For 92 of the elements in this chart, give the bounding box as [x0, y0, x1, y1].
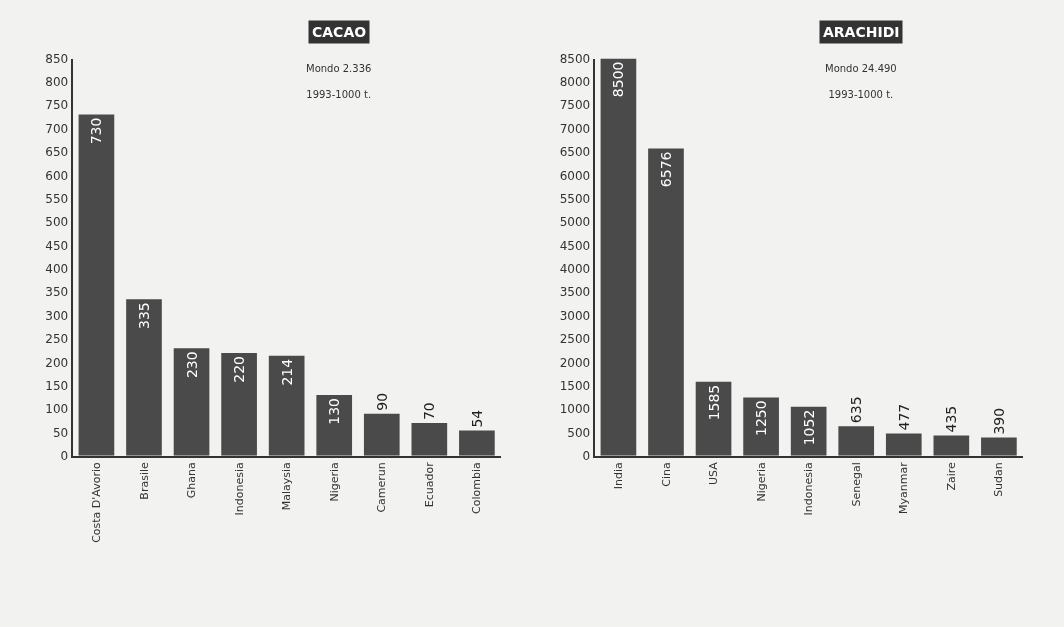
bar [411, 423, 448, 456]
bar [838, 426, 875, 456]
text: Mondo 2.336 1993-1000 t. [306, 63, 372, 100]
x-tick-label: Nigeria [327, 462, 341, 502]
bar [268, 355, 305, 456]
bar [221, 352, 257, 456]
bar [459, 430, 495, 456]
x-tick-label: Costa D'Avorio [89, 461, 103, 543]
y-tick-label: 7000 [559, 121, 591, 136]
x-tick-label: Zaire [944, 462, 958, 491]
x-tick-label: Colombia [470, 462, 484, 514]
y-tick-label: 600 [45, 168, 69, 183]
y-tick-label: 150 [45, 378, 69, 393]
y-tick-label: 800 [45, 75, 69, 90]
x-tick-label: Malaysia [280, 462, 294, 511]
x-tick-label: Ecuador [422, 461, 436, 508]
bar [316, 395, 353, 456]
x-tick-label: Brasile [137, 461, 151, 500]
data-label: 635 [848, 396, 865, 424]
y-tick-label: 500 [567, 425, 591, 440]
data-label: 1052 [800, 409, 817, 446]
y-tick-label: 7500 [559, 98, 591, 113]
y-tick-label: 750 [45, 98, 69, 113]
text: Mondo 24.490 1993-1000 t. [825, 63, 897, 100]
data-label: 230 [183, 351, 200, 379]
bar [648, 148, 684, 456]
y-tick-label: 5500 [559, 191, 591, 206]
y-tick-label: 700 [45, 121, 69, 136]
x-tick-label: Indonesia [802, 462, 816, 516]
bar [743, 397, 779, 456]
y-tick-label: 0 [582, 449, 591, 464]
bar [981, 437, 1017, 456]
data-label: 730 [88, 117, 105, 145]
data-label: 130 [326, 398, 343, 425]
data-label: 390 [990, 407, 1007, 435]
y-tick-label: 3000 [559, 308, 591, 323]
data-label: 435 [943, 405, 960, 433]
y-tick-label: 1500 [559, 378, 591, 393]
x-tick-label: Cina [659, 462, 673, 487]
y-tick-label: 300 [45, 308, 69, 323]
bar [885, 433, 922, 456]
y-tick-label: 4000 [559, 262, 591, 277]
data-label: 90 [373, 392, 390, 411]
data-label: 70 [421, 402, 438, 421]
bar [173, 348, 210, 456]
y-tick-label: 650 [45, 145, 69, 160]
data-label: 335 [135, 302, 152, 329]
data-label: 214 [278, 358, 295, 386]
y-tick-label: 250 [45, 332, 69, 347]
x-tick-label: India [611, 462, 625, 490]
x-tick-label: Ghana [185, 462, 199, 499]
chart-title: ARACHIDI [823, 24, 900, 40]
x-tick-label: Sudan [992, 462, 1006, 497]
bar [78, 114, 115, 456]
y-tick-label: 350 [45, 285, 69, 300]
y-tick-label: 450 [45, 238, 69, 253]
bar [933, 435, 970, 456]
x-tick-label: Myanmar [897, 461, 911, 514]
y-tick-label: 50 [52, 425, 69, 440]
y-tick-label: 0 [60, 449, 69, 464]
y-tick-label: 5000 [559, 215, 591, 230]
x-tick-label: Nigeria [754, 462, 768, 502]
x-tick-label: USA [707, 461, 721, 485]
data-label: 54 [468, 409, 485, 428]
data-label: 6576 [657, 151, 674, 188]
data-label: 220 [231, 355, 248, 383]
data-label: 1585 [705, 384, 722, 421]
data-label: 477 [895, 403, 912, 431]
y-tick-label: 3500 [559, 285, 591, 300]
y-tick-label: 100 [45, 402, 69, 417]
chart-title: CACAO [312, 24, 367, 40]
y-tick-label: 8000 [559, 75, 591, 90]
y-tick-label: 6000 [559, 168, 591, 183]
y-tick-label: 400 [45, 262, 69, 277]
data-label: 8500 [610, 61, 627, 98]
y-tick-label: 8500 [559, 51, 591, 66]
y-tick-label: 200 [45, 355, 69, 370]
y-tick-label: 4500 [559, 238, 591, 253]
bar [126, 299, 162, 456]
x-tick-label: Indonesia [232, 462, 246, 516]
bar [600, 58, 637, 456]
y-tick-label: 1000 [559, 402, 591, 417]
y-tick-label: 500 [45, 215, 69, 230]
x-tick-label: Senegal [849, 462, 863, 507]
y-tick-label: 550 [45, 191, 69, 206]
data-label: 1250 [753, 400, 770, 437]
x-tick-label: Camerun [375, 462, 389, 513]
y-tick-label: 850 [45, 51, 69, 66]
y-tick-label: 6500 [559, 145, 591, 160]
bar [363, 413, 400, 456]
y-tick-label: 2500 [559, 332, 591, 347]
y-tick-label: 2000 [559, 355, 591, 370]
